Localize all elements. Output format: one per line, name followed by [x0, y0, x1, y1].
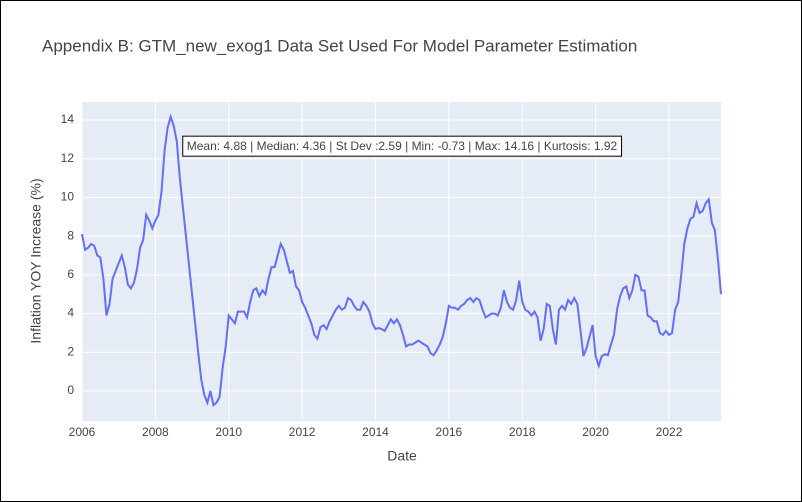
y-tick-label: 0	[67, 383, 74, 397]
x-tick-label: 2006	[69, 425, 96, 439]
x-tick-label: 2014	[362, 425, 389, 439]
x-axis-label: Date	[387, 448, 417, 464]
y-tick-label: 12	[61, 151, 75, 165]
line	[81, 113, 722, 407]
x-tick-label: 2020	[582, 425, 609, 439]
x-tick-label: 2022	[656, 425, 683, 439]
y-tick-label: 14	[61, 112, 75, 126]
x-tick-label: 2016	[436, 425, 463, 439]
y-tick-label: 6	[67, 267, 74, 281]
x-tick-label: 2018	[509, 425, 536, 439]
x-tick-label: 2008	[142, 425, 169, 439]
y-axis-label: Inflation YOY Increase (%)	[28, 178, 44, 343]
y-tick-label: 4	[67, 306, 74, 320]
x-tick-label: 2010	[215, 425, 242, 439]
y-tick-label: 10	[61, 190, 75, 204]
y-tick-label: 8	[67, 228, 74, 242]
annotation-text: Mean: 4.88 | Median: 4.36 | St Dev :2.59…	[187, 139, 618, 153]
chart-title: Appendix B: GTM_new_exog1 Data Set Used …	[42, 36, 637, 55]
annotation: Mean: 4.88 | Median: 4.36 | St Dev :2.59…	[182, 135, 623, 157]
y-tick-label: 2	[67, 344, 74, 358]
annotation-box	[182, 135, 623, 157]
x-tick-label: 2012	[289, 425, 316, 439]
